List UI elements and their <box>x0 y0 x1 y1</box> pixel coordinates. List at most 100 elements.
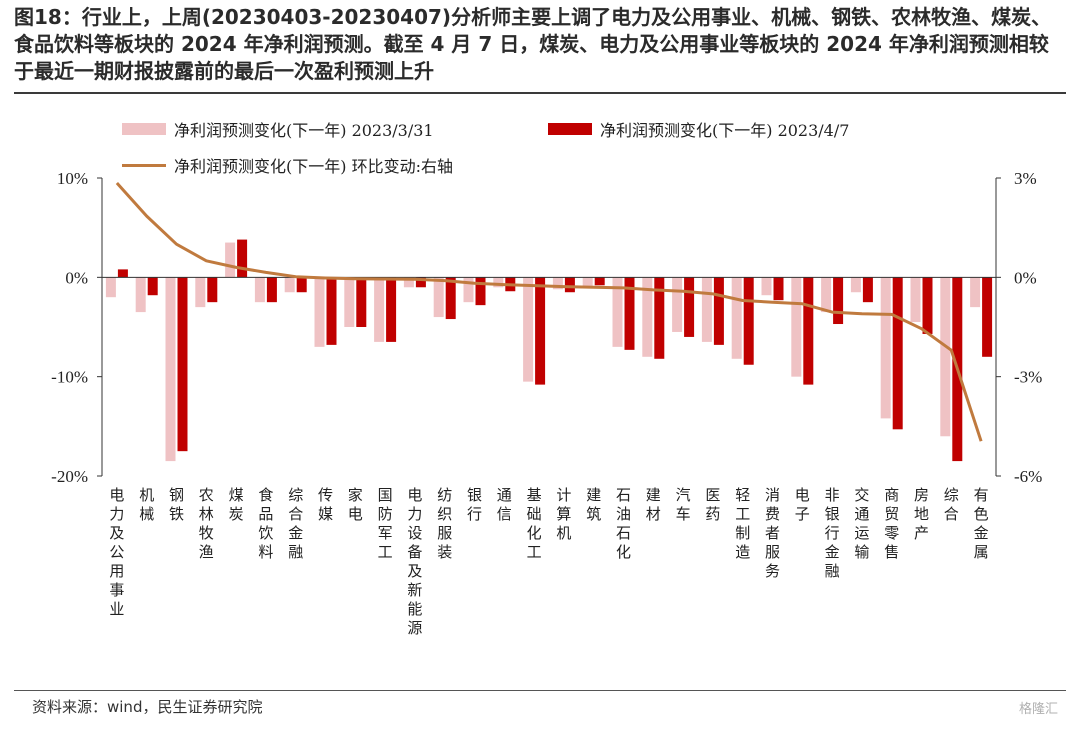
line-mom-change <box>115 181 983 442</box>
category-label: 建筑 <box>586 486 601 523</box>
legend-label-1: 净利润预测变化(下一年) 2023/3/31 <box>174 121 434 140</box>
category-label: 农林牧渔 <box>199 486 214 561</box>
bar-2023-04-07 <box>862 277 873 303</box>
category-label: 计算机 <box>556 486 571 542</box>
legend-series-3: 净利润预测变化(下一年) 环比变动:右轴 <box>122 154 453 176</box>
category-label: 交通运输 <box>854 486 869 561</box>
right-tick-label: -3% <box>1014 368 1042 387</box>
category-label: 消费者服务 <box>765 486 780 580</box>
bar-2023-04-07 <box>147 277 158 296</box>
bar-2023-03-31 <box>135 277 146 313</box>
bar-2023-04-07 <box>684 277 695 337</box>
category-label: 商贸零售 <box>884 486 899 561</box>
left-tick-label: -10% <box>51 368 88 387</box>
category-label: 电力设备及新能源 <box>407 486 422 637</box>
left-tick-label: 10% <box>57 169 88 188</box>
watermark-logo: 格隆汇 <box>1018 702 1058 717</box>
bar-2023-03-31 <box>463 277 474 303</box>
bar-2023-03-31 <box>582 277 593 288</box>
bar-2023-03-31 <box>850 277 861 293</box>
bar-2023-04-07 <box>445 277 456 320</box>
bar-2023-04-07 <box>564 277 575 293</box>
bar-2023-04-07 <box>892 277 903 430</box>
bar-2023-03-31 <box>761 277 772 296</box>
category-label: 煤炭 <box>229 486 244 523</box>
category-label: 通信 <box>497 486 512 523</box>
bar-2023-03-31 <box>493 277 504 288</box>
bar-2023-03-31 <box>374 277 385 342</box>
bar-2023-04-07 <box>594 277 605 286</box>
bar-2023-04-07 <box>535 277 546 385</box>
bar-2023-03-31 <box>344 277 355 327</box>
bar-2023-04-07 <box>833 277 844 325</box>
bar-2023-03-31 <box>910 277 921 323</box>
category-label: 机械 <box>139 486 154 523</box>
category-label: 食品饮料 <box>258 486 273 561</box>
source-note: 资料来源：wind，民生证券研究院 <box>32 698 263 716</box>
bar-2023-03-31 <box>970 277 981 308</box>
category-label: 家电 <box>348 486 363 523</box>
bar-2023-04-07 <box>743 277 754 365</box>
bar-2023-04-07 <box>713 277 724 345</box>
legend-swatch-2 <box>548 123 592 135</box>
category-label: 基础化工 <box>527 486 542 561</box>
legend-swatch-1 <box>122 123 166 135</box>
category-label: 有色金属 <box>974 486 989 561</box>
left-tick-label: 0% <box>65 268 88 287</box>
bar-2023-04-07 <box>624 277 635 350</box>
right-tick-label: 3% <box>1014 169 1037 188</box>
right-tick-label: 0% <box>1014 268 1037 287</box>
bar-2023-04-07 <box>117 269 128 278</box>
category-label: 轻工制造 <box>735 486 750 561</box>
category-label: 电子 <box>795 486 810 523</box>
bar-2023-04-07 <box>415 277 426 288</box>
title-divider <box>14 92 1066 94</box>
bar-2023-03-31 <box>821 277 832 313</box>
chart-title: 图18：行业上，上周(20230403-20230407)分析师主要上调了电力及… <box>14 5 1052 83</box>
category-label: 医药 <box>705 486 720 523</box>
bar-2023-03-31 <box>642 277 653 357</box>
bar-2023-03-31 <box>940 277 951 437</box>
bar-2023-04-07 <box>207 277 218 303</box>
category-label: 汽车 <box>676 486 691 523</box>
category-label: 石油石化 <box>616 486 631 561</box>
bar-2023-04-07 <box>773 277 784 301</box>
bar-2023-03-31 <box>403 277 414 288</box>
bar-2023-03-31 <box>195 277 206 308</box>
bar-2023-04-07 <box>386 277 397 342</box>
category-label: 综合 <box>944 486 959 523</box>
bar-2023-04-07 <box>296 277 307 293</box>
category-label: 国防军工 <box>378 486 393 561</box>
bar-2023-03-31 <box>791 277 802 377</box>
bar-2023-04-07 <box>237 239 248 278</box>
bar-2023-04-07 <box>475 277 486 306</box>
category-label: 传媒 <box>318 486 333 523</box>
footer-divider <box>14 690 1066 691</box>
bar-2023-03-31 <box>612 277 623 347</box>
left-tick-label: -20% <box>51 467 88 486</box>
category-label: 纺织服装 <box>437 486 452 561</box>
legend-label-3: 净利润预测变化(下一年) 环比变动:右轴 <box>174 157 453 176</box>
bar-2023-03-31 <box>165 277 176 462</box>
bar-2023-03-31 <box>225 242 236 278</box>
category-label: 银行 <box>467 486 482 523</box>
bar-2023-03-31 <box>880 277 891 419</box>
category-label: 钢铁 <box>169 486 184 523</box>
right-tick-label: -6% <box>1014 467 1042 486</box>
bar-2023-03-31 <box>731 277 742 359</box>
bar-2023-03-31 <box>552 277 563 290</box>
bar-2023-04-07 <box>177 277 188 452</box>
category-label: 综合金融 <box>288 486 303 561</box>
bar-2023-04-07 <box>326 277 337 345</box>
category-label: 建材 <box>646 486 661 523</box>
bar-2023-03-31 <box>284 277 295 293</box>
legend-series-2: 净利润预测变化(下一年) 2023/4/7 <box>548 118 849 140</box>
chart-plot: 10% 0% -10% -20% 3% 0% -3% -6% 电力及公用事业机械钢铁农林牧渔煤炭… <box>51 169 1042 637</box>
bar-2023-03-31 <box>433 277 444 318</box>
legend-series-1: 净利润预测变化(下一年) 2023/3/31 <box>122 118 434 140</box>
bar-2023-04-07 <box>356 277 367 327</box>
bar-2023-03-31 <box>701 277 712 342</box>
category-label: 非银行金融 <box>825 486 840 580</box>
legend-label-2: 净利润预测变化(下一年) 2023/4/7 <box>600 121 850 140</box>
bar-2023-04-07 <box>922 277 933 334</box>
